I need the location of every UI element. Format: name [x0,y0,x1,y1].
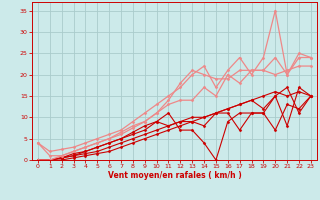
X-axis label: Vent moyen/en rafales ( km/h ): Vent moyen/en rafales ( km/h ) [108,171,241,180]
